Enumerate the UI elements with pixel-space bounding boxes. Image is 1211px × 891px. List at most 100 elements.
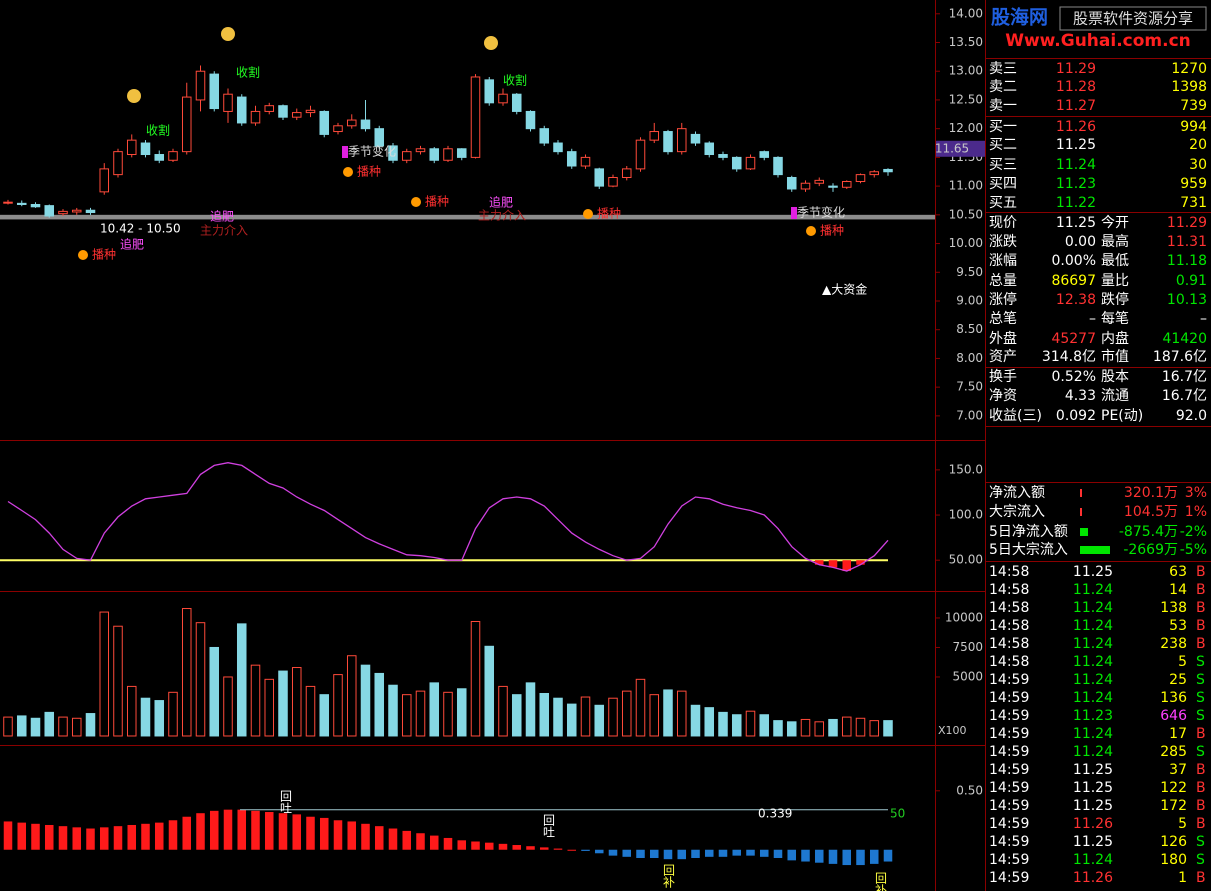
stat-value: 0.52%: [1052, 369, 1096, 385]
volume-bar: [223, 676, 233, 737]
volume-bar: [195, 622, 206, 737]
stat-value: 92.0: [1176, 408, 1207, 424]
stat-value: 16.7亿: [1162, 388, 1207, 404]
stat-value: 12.38: [1056, 292, 1096, 308]
candle-body: [539, 128, 550, 144]
candle-body: [154, 154, 165, 161]
volume-bar: [250, 664, 261, 737]
oscillator-bar: [594, 849, 604, 854]
order-price: 11.26: [1056, 119, 1096, 135]
volume-bar: [525, 682, 536, 737]
flow-indicator: [1080, 508, 1082, 516]
y-tick-label: 8.00: [956, 351, 983, 365]
order-volume: 1270: [1171, 61, 1207, 77]
stat-value: 86697: [1051, 273, 1096, 289]
seed-icon: [343, 167, 353, 177]
candle-body: [718, 154, 728, 158]
volume-bar: [814, 721, 825, 737]
oscillator-bar: [99, 827, 109, 850]
stat-value: 0.00: [1065, 234, 1096, 250]
oscillator-bar: [251, 810, 260, 850]
signal-label: 季节变化: [348, 144, 396, 159]
y-tick-label: 13.00: [949, 64, 983, 78]
flow-label: 净流入额: [989, 485, 1045, 501]
trade-price: 11.24: [1073, 744, 1113, 760]
candle-body: [71, 209, 82, 213]
trade-time: 14:58: [989, 618, 1029, 634]
stat-value: 0.91: [1176, 273, 1207, 289]
oscillator-bar: [58, 826, 68, 850]
trade-time: 14:59: [989, 708, 1029, 724]
oscillator-bar: [113, 826, 123, 850]
signal-label: ▲大资金: [822, 282, 867, 297]
oscillator-bar: [361, 823, 370, 850]
stat-value: 11.31: [1167, 234, 1207, 250]
volume-bar: [278, 670, 288, 737]
signal-label: 追肥: [120, 237, 144, 252]
trade-side: B: [1196, 798, 1206, 814]
brand: 股海网: [991, 6, 1048, 29]
candle-body: [209, 73, 220, 110]
candle-body: [140, 142, 151, 156]
stat-label: 今开: [1101, 215, 1129, 231]
flow-amount: -875.4万: [1119, 524, 1178, 540]
seed-icon: [78, 250, 88, 260]
stat-label: 最高: [1101, 233, 1129, 250]
trade-volume: 136: [1160, 690, 1187, 706]
oscillator-bar: [498, 843, 508, 850]
trade-price: 11.24: [1073, 582, 1113, 598]
volume-bar: [869, 720, 880, 737]
candle-body: [773, 156, 783, 176]
oscillator-bar: [196, 813, 205, 850]
oscillator-bar: [828, 849, 838, 864]
trade-time: 14:59: [989, 834, 1029, 850]
volume-bar: [401, 694, 412, 737]
signal-label: 收割: [503, 73, 527, 88]
volume-bar: [305, 685, 316, 737]
oscillator-bar: [443, 837, 453, 850]
trade-price: 11.24: [1073, 618, 1113, 634]
candle-body: [319, 110, 330, 135]
candle-body: [759, 151, 770, 158]
oscillator-bar: [319, 817, 329, 850]
oscillator-bar: [168, 820, 178, 850]
trade-volume: 25: [1169, 672, 1187, 688]
oscillator-bar: [636, 849, 645, 858]
trade-time: 14:59: [989, 798, 1029, 814]
stat-label: 最低: [1101, 253, 1129, 269]
candle-body: [360, 119, 371, 130]
oscillator-signal: 回吐: [279, 790, 293, 814]
stat-value: 10.13: [1167, 292, 1207, 308]
volume-bar: [663, 689, 673, 737]
oscillator-bar: [127, 824, 137, 850]
oscillator-bar: [86, 828, 95, 850]
stat-label: 总量: [989, 273, 1017, 289]
oscillator-bar: [801, 849, 810, 862]
oscillator-bar: [869, 849, 879, 864]
volume-bar: [841, 716, 852, 737]
volume-bar: [484, 645, 495, 737]
stat-label: 市值: [1101, 348, 1129, 365]
reference-value: 0.339: [758, 806, 792, 820]
trade-price: 11.25: [1073, 564, 1113, 580]
candle-body: [470, 76, 481, 158]
volume-bar: [800, 718, 811, 737]
oscillator-bar: [209, 810, 219, 850]
candle-body: [401, 151, 412, 161]
candle-body: [181, 96, 192, 153]
candle-body: [250, 110, 261, 124]
oscillator-bar: [416, 833, 425, 850]
stat-label: 总笔: [989, 311, 1017, 327]
seed-icon: [411, 197, 421, 207]
oscillator-bar: [223, 809, 233, 850]
oscillator-bar: [278, 813, 288, 850]
candle-body: [621, 168, 632, 178]
oscillator-bar: [773, 849, 783, 858]
volume-bar: [828, 718, 838, 737]
trade-side: B: [1196, 636, 1206, 652]
trade-price: 11.24: [1073, 636, 1113, 652]
oscillator-signal: 回补: [874, 872, 888, 891]
trade-time: 14:59: [989, 672, 1029, 688]
candle-body: [553, 142, 563, 153]
candle-body: [443, 148, 453, 161]
